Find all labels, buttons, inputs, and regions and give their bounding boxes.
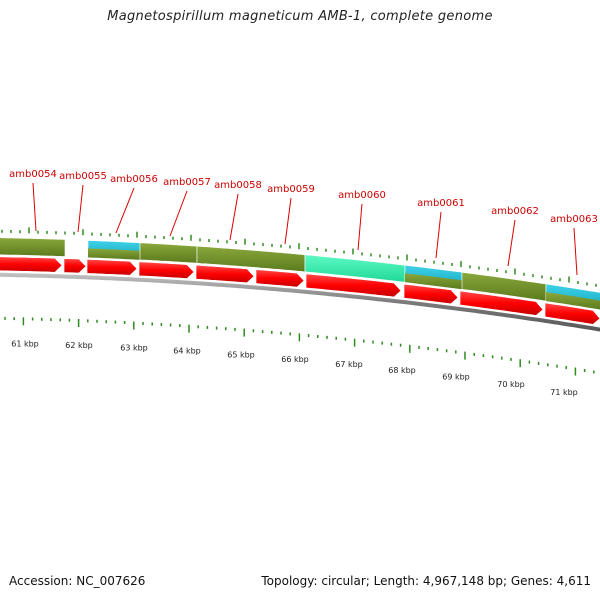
gene-label: amb0059: [267, 184, 315, 195]
scale-label: 70 kbp: [497, 380, 525, 389]
gene-label: amb0063: [550, 214, 598, 225]
cds-arrow: [86, 258, 138, 276]
gene-leader-line: [229, 193, 239, 241]
cds-arrow: [63, 258, 87, 274]
scale-label: 62 kbp: [65, 341, 93, 350]
cds-arrow: [305, 273, 402, 298]
gene-label: amb0061: [417, 198, 465, 209]
gene-leader-line: [357, 203, 363, 251]
cds-arrow: [0, 256, 63, 273]
gene-label: amb0055: [59, 171, 107, 182]
map-title: Magnetospirillum magneticum AMB-1, compl…: [107, 9, 493, 24]
scale-label: 63 kbp: [120, 344, 148, 353]
cds-arrow: [138, 261, 195, 279]
feature-block: [139, 242, 198, 264]
gene-label: amb0056: [110, 174, 158, 185]
scale-label: 66 kbp: [281, 355, 309, 364]
gene-leader-line: [32, 182, 37, 232]
genome-summary-text: Topology: circular; Length: 4,967,148 bp…: [261, 574, 591, 588]
scale-label: 71 kbp: [550, 388, 578, 397]
cds-arrow: [403, 283, 459, 305]
scale-label: 69 kbp: [442, 373, 470, 382]
cds-arrow: [544, 302, 600, 325]
gene-label: amb0062: [491, 206, 539, 217]
cds-arrow: [255, 269, 305, 288]
gene-leader-line: [77, 184, 84, 233]
gene-label: amb0060: [338, 190, 386, 201]
cds-arrow: [459, 290, 544, 316]
gene-leader-line: [573, 227, 578, 276]
gene-leader-line: [169, 190, 188, 237]
cds-arrow: [195, 264, 255, 284]
gene-leader-line: [115, 187, 135, 234]
scale-label: 64 kbp: [173, 347, 201, 356]
scale-label: 68 kbp: [388, 366, 416, 375]
scale-label: 65 kbp: [227, 350, 255, 359]
scale-label: 67 kbp: [335, 360, 363, 369]
scale-label: 61 kbp: [11, 339, 39, 348]
feature-block: [88, 248, 140, 260]
feature-block: [546, 292, 600, 310]
gene-label: amb0058: [214, 180, 262, 191]
accession-text: Accession: NC_007626: [9, 574, 146, 588]
gene-label: amb0057: [163, 177, 211, 188]
gene-leader-line: [507, 219, 516, 267]
gene-leader-line: [284, 197, 292, 245]
feature-block: [0, 237, 66, 257]
gene-leader-line: [435, 211, 442, 259]
feature-block: [405, 273, 462, 290]
gene-label: amb0054: [9, 169, 57, 180]
